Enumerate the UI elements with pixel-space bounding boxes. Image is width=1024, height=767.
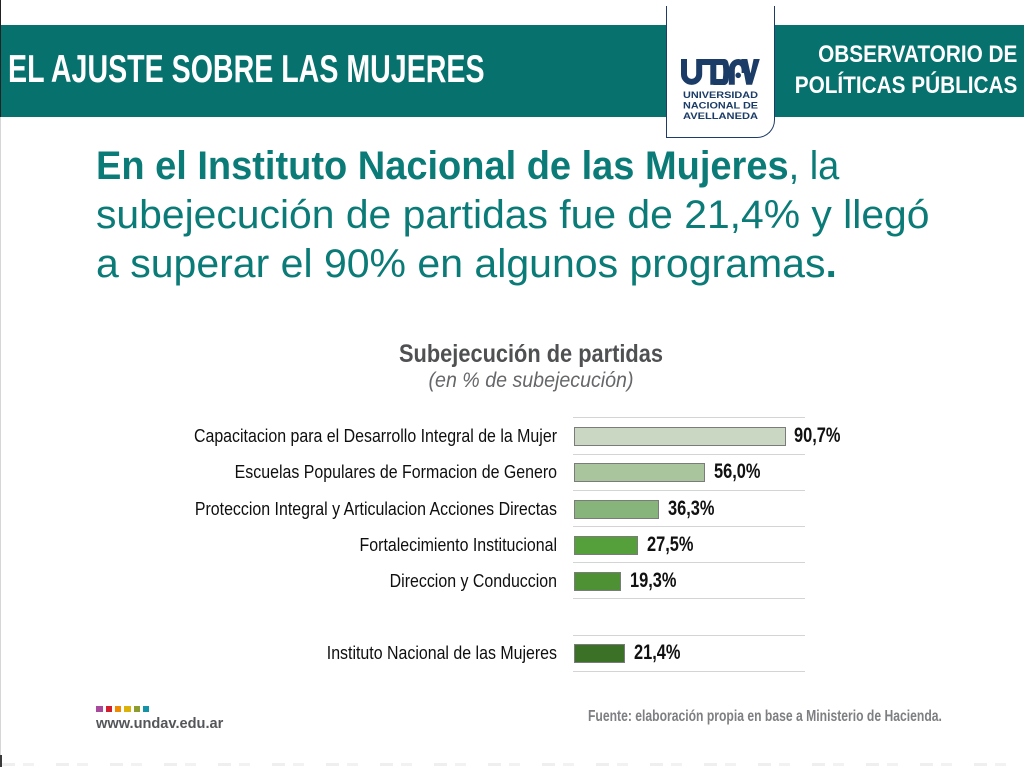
svg-text:UNIVERSIDAD: UNIVERSIDAD: [683, 90, 758, 100]
svg-text:NACIONAL DE: NACIONAL DE: [683, 101, 758, 111]
svg-text:AVELLANEDA: AVELLANEDA: [683, 111, 759, 121]
